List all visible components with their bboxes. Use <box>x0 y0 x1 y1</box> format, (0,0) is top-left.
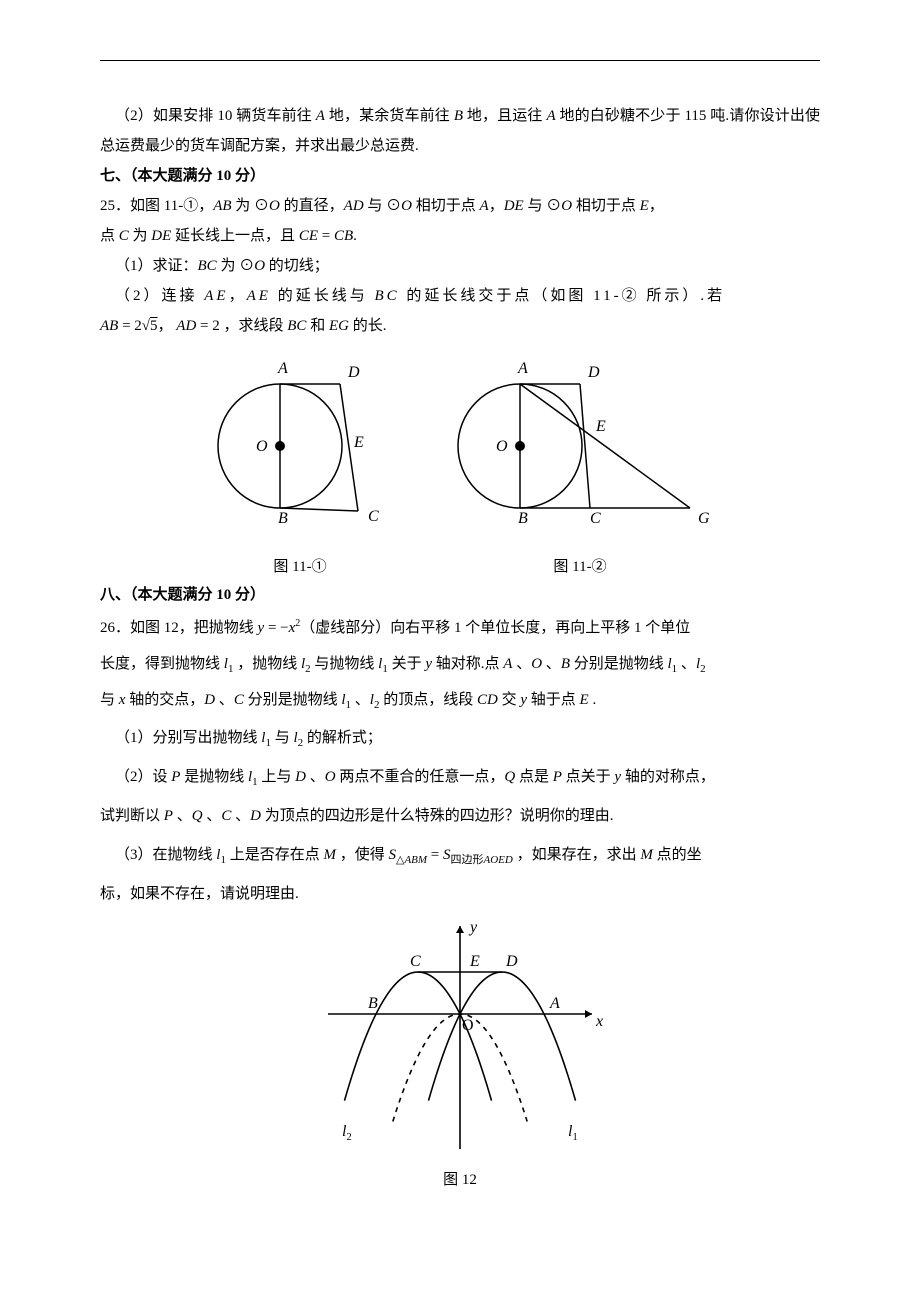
q26-stem-c: 与 x 轴的交点，D 、C 分别是抛物线 l1 、l2 的顶点，线段 CD 交 … <box>100 682 820 718</box>
figure-11-2-svg: A B O D E C G <box>440 351 720 551</box>
figure-11-2-caption: 图 11-② <box>440 555 720 576</box>
svg-text:O: O <box>256 438 268 455</box>
q25-part1: （1）求证：BC 为 ⊙O 的切线； <box>100 251 820 281</box>
figure-12-block: y x O A B C D El1 l2 图 12 <box>100 914 820 1189</box>
figure-12-svg: y x O A B C D El1 l2 <box>310 914 610 1164</box>
q24-part2: （2）如果安排 10 辆货车前往 A 地，某余货车前往 B 地，且运往 A 地的… <box>100 101 820 161</box>
svg-text:D: D <box>347 364 360 381</box>
page: （2）如果安排 10 辆货车前往 A 地，某余货车前往 B 地，且运往 A 地的… <box>0 0 920 1229</box>
q26-stem-b: 长度，得到抛物线 l1 ，抛物线 l2 与抛物线 l1 关于 y 轴对称.点 A… <box>100 646 820 682</box>
svg-text:A: A <box>549 995 560 1012</box>
svg-text:O: O <box>496 438 508 455</box>
q25-part2a: （2）连接 AE，AE 的延长线与 BC 的延长线交于点（如图 11-② 所示）… <box>100 281 820 311</box>
svg-text:B: B <box>518 510 528 527</box>
svg-text:A: A <box>277 360 288 377</box>
svg-text:E: E <box>353 434 364 451</box>
figure-11-1: A B O D E C 图 11-① <box>200 351 400 576</box>
q25-part2b: AB = 2√5， AD = 2 ，求线段 BC 和 EG 的长. <box>100 311 820 341</box>
header-rule <box>100 60 820 61</box>
q26-part3a: （3）在抛物线 l1 上是否存在点 M ，使得 S△ABM = S四边形AOED… <box>100 836 820 875</box>
svg-text:B: B <box>278 510 288 527</box>
svg-text:D: D <box>587 364 600 381</box>
svg-text:x: x <box>595 1013 603 1030</box>
svg-text:E: E <box>469 953 480 970</box>
q26-part3b: 标，如果不存在，请说明理由. <box>100 875 820 914</box>
svg-text:C: C <box>368 508 379 525</box>
svg-text:y: y <box>468 919 478 936</box>
figure-11-1-caption: 图 11-① <box>200 555 400 576</box>
section-7-title: 七、（本大题满分 10 分） <box>100 161 820 191</box>
q26-part1: （1）分别写出抛物线 l1 与 l2 的解析式； <box>100 719 820 758</box>
figure-12-caption: 图 12 <box>100 1168 820 1189</box>
svg-text:D: D <box>505 953 518 970</box>
q25-stem-a: 25．如图 11-①，AB 为 ⊙O 的直径，AD 与 ⊙O 相切于点 A，DE… <box>100 191 820 221</box>
q26-part2a: （2）设 P 是抛物线 l1 上与 D 、O 两点不重合的任意一点，Q 点是 P… <box>100 758 820 797</box>
q25-stem-b: 点 C 为 DE 延长线上一点，且 CE = CB. <box>100 221 820 251</box>
figure-11-row: A B O D E C 图 11-① A B O D E C G 图 11-② <box>100 351 820 576</box>
svg-text:E: E <box>595 418 606 435</box>
svg-text:C: C <box>410 953 421 970</box>
section-8-title: 八、（本大题满分 10 分） <box>100 580 820 610</box>
svg-text:O: O <box>462 1017 474 1034</box>
figure-11-2: A B O D E C G 图 11-② <box>440 351 720 576</box>
svg-text:G: G <box>698 510 710 527</box>
svg-text:B: B <box>368 995 378 1012</box>
svg-text:C: C <box>590 510 601 527</box>
figure-11-1-svg: A B O D E C <box>200 351 400 551</box>
svg-text:l2: l2 <box>342 1123 352 1143</box>
q26-stem-a: 26．如图 12，把抛物线 y = −x2（虚线部分）向右平移 1 个单位长度，… <box>100 610 820 646</box>
svg-text:A: A <box>517 360 528 377</box>
svg-text:l1: l1 <box>568 1123 578 1143</box>
q26-part2b: 试判断以 P 、Q 、C 、D 为顶点的四边形是什么特殊的四边形？说明你的理由. <box>100 797 820 836</box>
